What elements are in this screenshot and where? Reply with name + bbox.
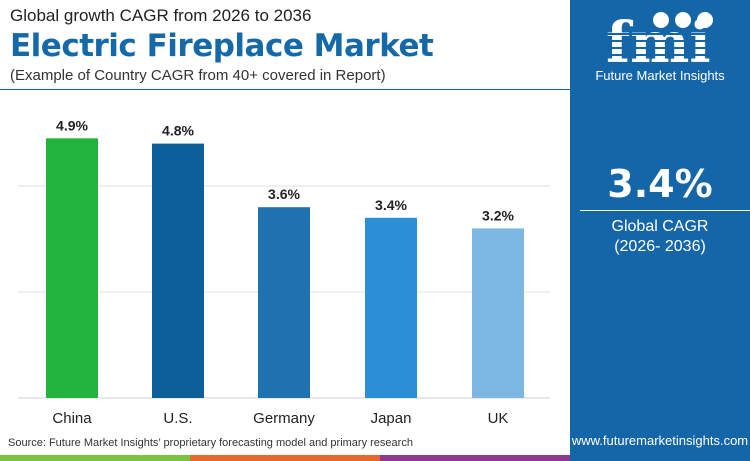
x-tick-label: UK xyxy=(488,410,509,427)
logo-text: Future Market Insights xyxy=(595,68,725,83)
chart-title: Electric Fireplace Market xyxy=(10,28,434,64)
data-label: 3.2% xyxy=(482,207,514,223)
x-tick-label: Japan xyxy=(371,410,412,427)
bar-uk xyxy=(472,228,524,398)
bar-china xyxy=(46,138,98,399)
bar-us xyxy=(152,143,204,398)
stripe-purple xyxy=(380,455,570,461)
header-divider xyxy=(0,89,570,90)
global-cagr-value: 3.4% xyxy=(607,162,713,206)
chart-subtitle: Global growth CAGR from 2026 to 2036 xyxy=(10,6,312,25)
global-cagr-period: (2026- 2036) xyxy=(614,238,706,255)
x-tick-label: Germany xyxy=(253,410,315,427)
data-label: 3.6% xyxy=(268,186,300,202)
bar-japan xyxy=(365,217,417,398)
stripe-orange xyxy=(190,455,380,461)
global-cagr-label: Global CAGR xyxy=(611,218,709,235)
bar-chart: 4.9% China 4.8% U.S. 3.6% Germany 3.4% Japan 3.2… xyxy=(18,117,550,427)
x-tick-label: U.S. xyxy=(163,410,192,427)
website-link[interactable]: www.futuremarketinsights.com xyxy=(571,433,749,448)
bar-germany xyxy=(258,207,310,398)
chart-note: (Example of Country CAGR from 40+ covere… xyxy=(10,67,386,84)
x-tick-label: China xyxy=(52,410,92,427)
source-note: Source: Future Market Insights’ propriet… xyxy=(8,437,413,449)
side-panel: fmi Future Market Insights 3.4% Global C… xyxy=(570,0,750,461)
data-label: 4.8% xyxy=(162,123,194,139)
cagr-divider xyxy=(580,210,750,211)
data-label: 3.4% xyxy=(375,197,407,213)
fmi-logo-icon: fmi xyxy=(606,10,726,65)
data-label: 4.9% xyxy=(56,117,88,133)
stripe-green xyxy=(0,455,190,461)
